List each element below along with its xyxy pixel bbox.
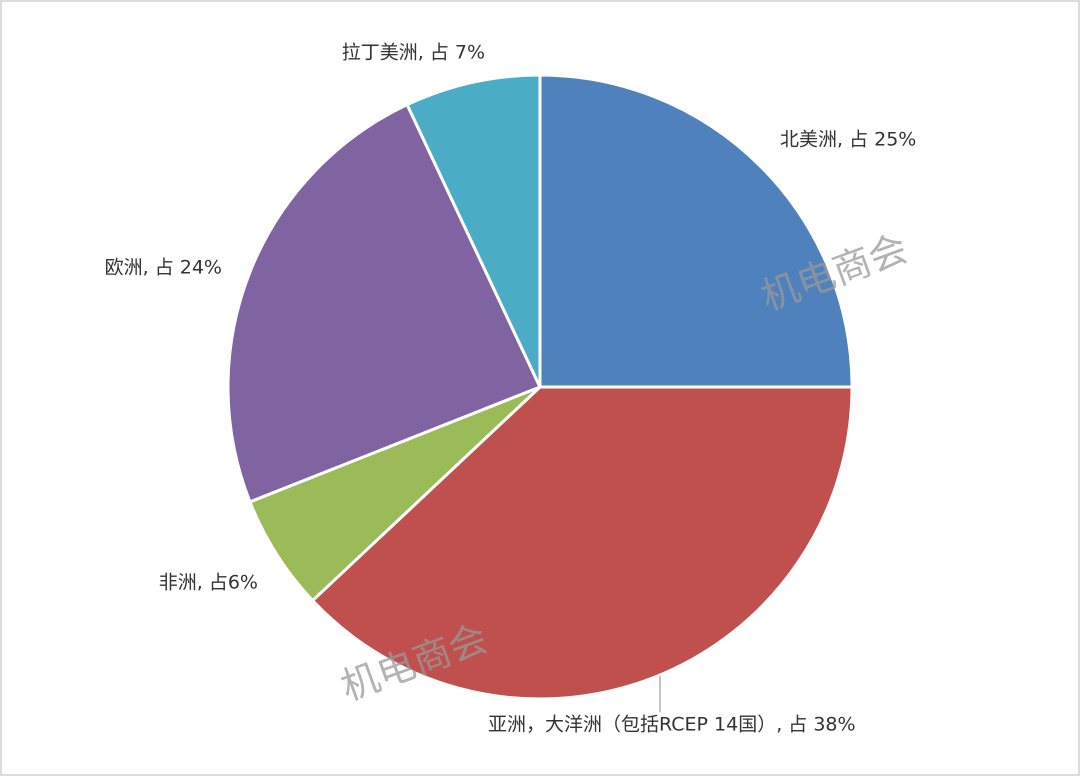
- data-label: 非洲, 占6%: [159, 572, 258, 594]
- data-label: 欧洲, 占 24%: [105, 257, 222, 279]
- pie-slice: [538, 73, 854, 389]
- pie: [226, 73, 854, 701]
- data-label: 拉丁美洲, 占 7%: [342, 42, 485, 64]
- pie-slice: [226, 103, 542, 504]
- pie-slice: [311, 385, 854, 701]
- data-label: 北美洲, 占 25%: [780, 129, 916, 151]
- data-label: 亚洲，大洋洲（包括RCEP 14国）, 占 38%: [488, 714, 856, 736]
- pie-slice: [405, 73, 542, 389]
